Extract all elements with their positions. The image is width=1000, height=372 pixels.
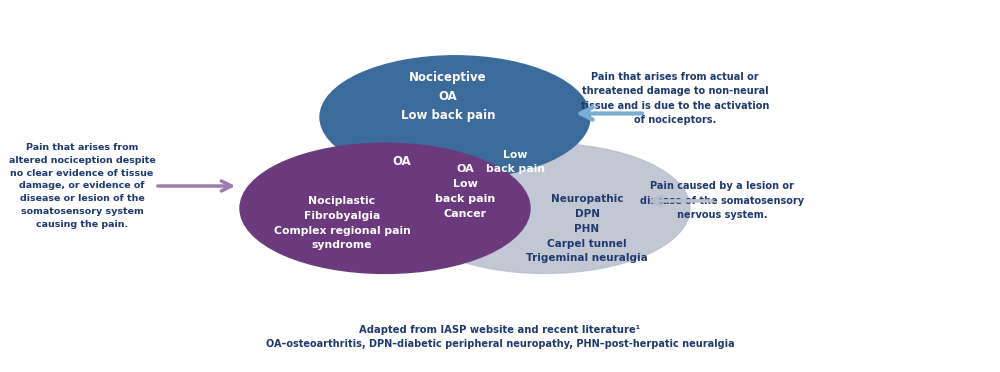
Text: Pain that arises from actual or
threatened damage to non-neural
tissue and is du: Pain that arises from actual or threaten…	[581, 72, 769, 125]
Text: Low
back pain: Low back pain	[486, 150, 544, 174]
Ellipse shape	[400, 143, 690, 273]
Text: OA: OA	[393, 155, 411, 168]
Ellipse shape	[320, 56, 590, 179]
Text: Nociplastic
Fibrobyalgia
Complex regional pain
syndrome: Nociplastic Fibrobyalgia Complex regiona…	[274, 196, 410, 250]
Text: OA–osteoarthritis, DPN–diabetic peripheral neuropathy, PHN–post-herpatic neuralg: OA–osteoarthritis, DPN–diabetic peripher…	[266, 339, 734, 349]
Ellipse shape	[240, 143, 530, 273]
Text: Adapted from IASP website and recent literature¹: Adapted from IASP website and recent lit…	[359, 325, 641, 335]
Text: OA
Low
back pain
Cancer: OA Low back pain Cancer	[435, 164, 495, 219]
Text: Pain that arises from
altered nociception despite
no clear evidence of tissue
da: Pain that arises from altered nociceptio…	[9, 143, 155, 229]
Text: Nociceptive
OA
Low back pain: Nociceptive OA Low back pain	[401, 71, 495, 122]
Text: Pain caused by a lesion or
disease of the somatosensory
nervous system.: Pain caused by a lesion or disease of th…	[640, 182, 804, 220]
Text: Neuropathic
DPN
PHN
Carpel tunnel
Trigeminal neuralgia: Neuropathic DPN PHN Carpel tunnel Trigem…	[526, 194, 648, 263]
